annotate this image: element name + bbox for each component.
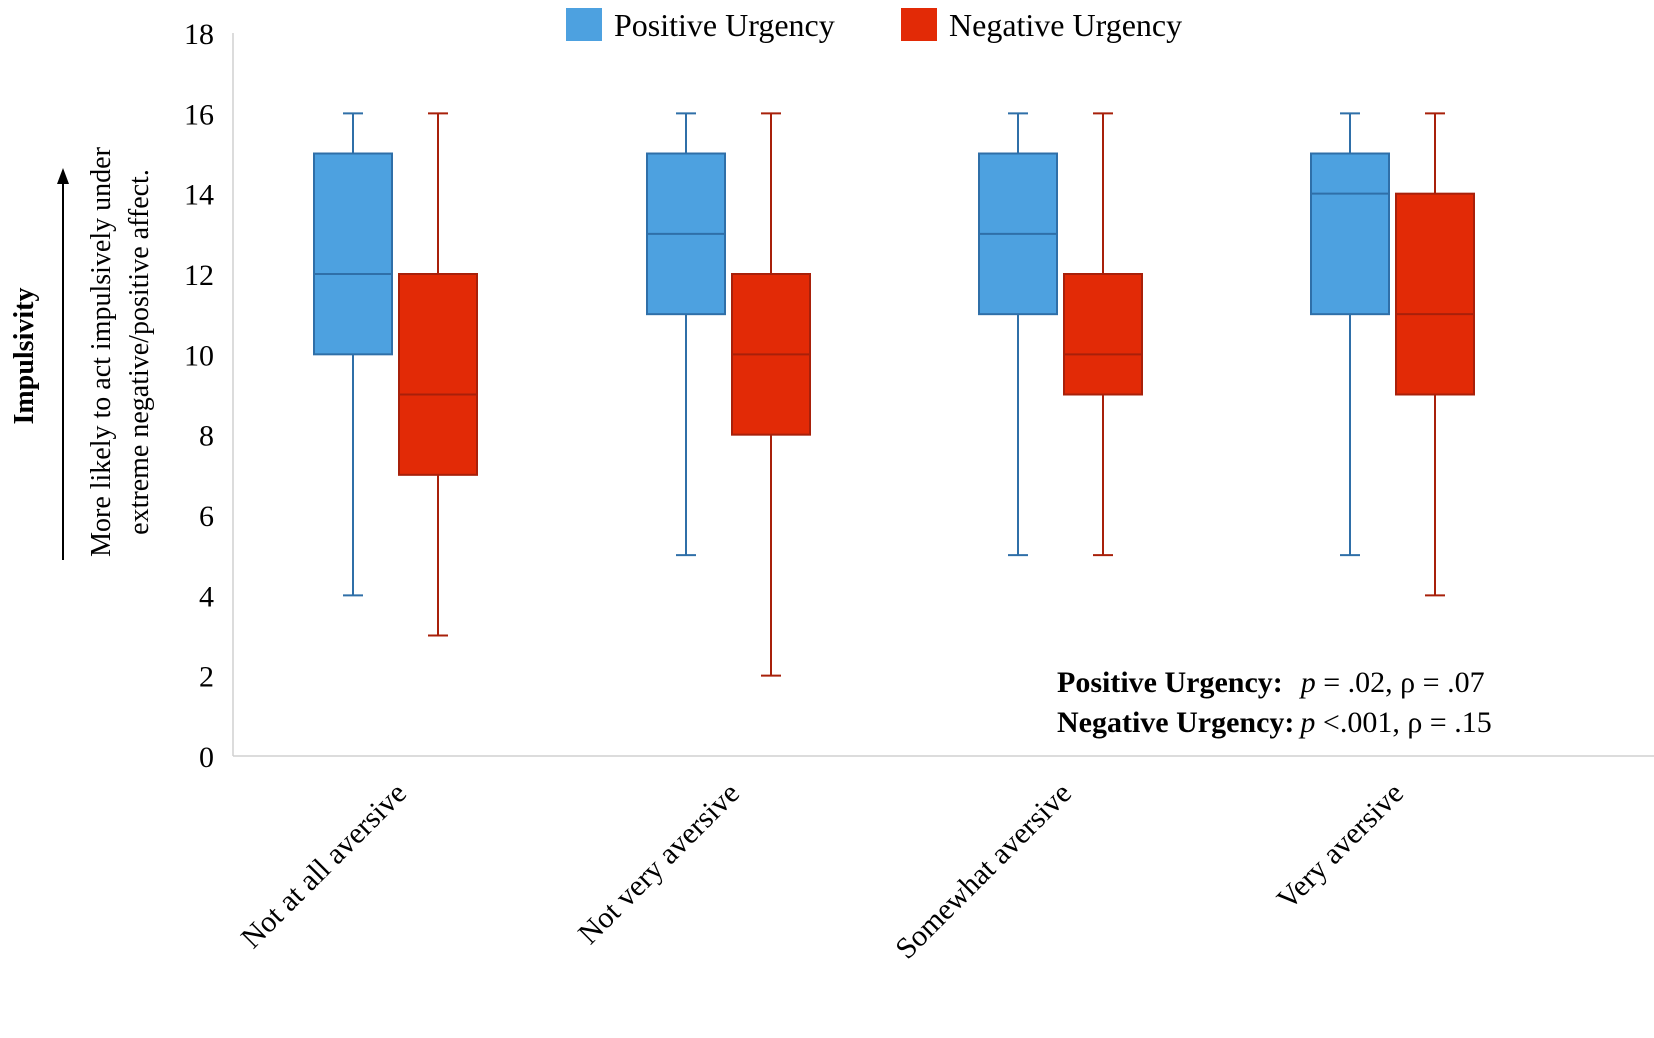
stats-value: <.001, ρ = .15	[1315, 706, 1491, 739]
box-negative-urgency	[731, 112, 811, 677]
axes: 0 2 4 6 8 10 12 14 16 18 Not at all aversive Not ve…	[184, 18, 1654, 965]
y-tick-label: 12	[184, 259, 214, 292]
box-negative-urgency	[1063, 112, 1143, 557]
x-category-label: Not at all aversive	[235, 777, 413, 955]
x-category-label: Very aversive	[1271, 777, 1410, 916]
x-category-label: Somewhat aversive	[889, 777, 1078, 966]
legend-label-negative: Negative Urgency	[949, 7, 1182, 43]
stats-annotation: Positive Urgency: p = .02, ρ = .07 Negativ…	[1057, 666, 1492, 739]
y-tick-label: 4	[199, 580, 214, 613]
box-negative-urgency	[1395, 112, 1475, 597]
y-tick-label: 10	[184, 339, 214, 372]
stats-p-symbol: p	[1299, 666, 1316, 699]
stats-row-negative: Negative Urgency: p <.001, ρ = .15	[1057, 706, 1492, 739]
y-tick-label: 14	[184, 179, 214, 212]
iqr-box	[1310, 152, 1390, 316]
y-tick-label: 6	[199, 500, 214, 533]
iqr-box	[1063, 273, 1143, 396]
stats-p-symbol: p	[1298, 706, 1315, 739]
stats-row-positive: Positive Urgency: p = .02, ρ = .07	[1057, 666, 1485, 699]
y-tick-label: 0	[199, 741, 214, 774]
y-axis-description-line: More likely to act impulsively under	[86, 146, 117, 556]
iqr-box	[1395, 192, 1475, 396]
box-positive-urgency	[978, 112, 1058, 557]
y-tick-label: 16	[184, 98, 214, 131]
box-positive-urgency	[1310, 112, 1390, 557]
y-axis-arrow-head	[57, 168, 69, 184]
stats-row-label: Negative Urgency:	[1057, 706, 1294, 739]
stats-row-label: Positive Urgency:	[1057, 666, 1283, 699]
legend-swatch-positive	[566, 8, 602, 41]
y-tick-label: 18	[184, 18, 214, 51]
box-negative-urgency	[398, 112, 478, 637]
boxes	[313, 112, 1475, 677]
legend-swatch-negative	[901, 8, 937, 41]
legend: Positive Urgency Negative Urgency	[566, 7, 1182, 43]
iqr-box	[313, 152, 393, 356]
x-category-label: Not very aversive	[572, 777, 746, 951]
box-positive-urgency	[313, 112, 393, 597]
box-positive-urgency	[646, 112, 726, 557]
y-tick-label: 8	[199, 420, 214, 453]
y-tick-label: 2	[199, 661, 214, 694]
y-axis-title: Impulsivity	[9, 288, 40, 425]
iqr-box	[398, 273, 478, 476]
stats-value: = .02, ρ = .07	[1316, 666, 1485, 699]
y-axis-description-line: extreme negative/positive affect.	[124, 169, 155, 535]
legend-label-positive: Positive Urgency	[614, 7, 835, 43]
y-axis-label: Impulsivity More likely to act impulsivel…	[9, 146, 155, 560]
